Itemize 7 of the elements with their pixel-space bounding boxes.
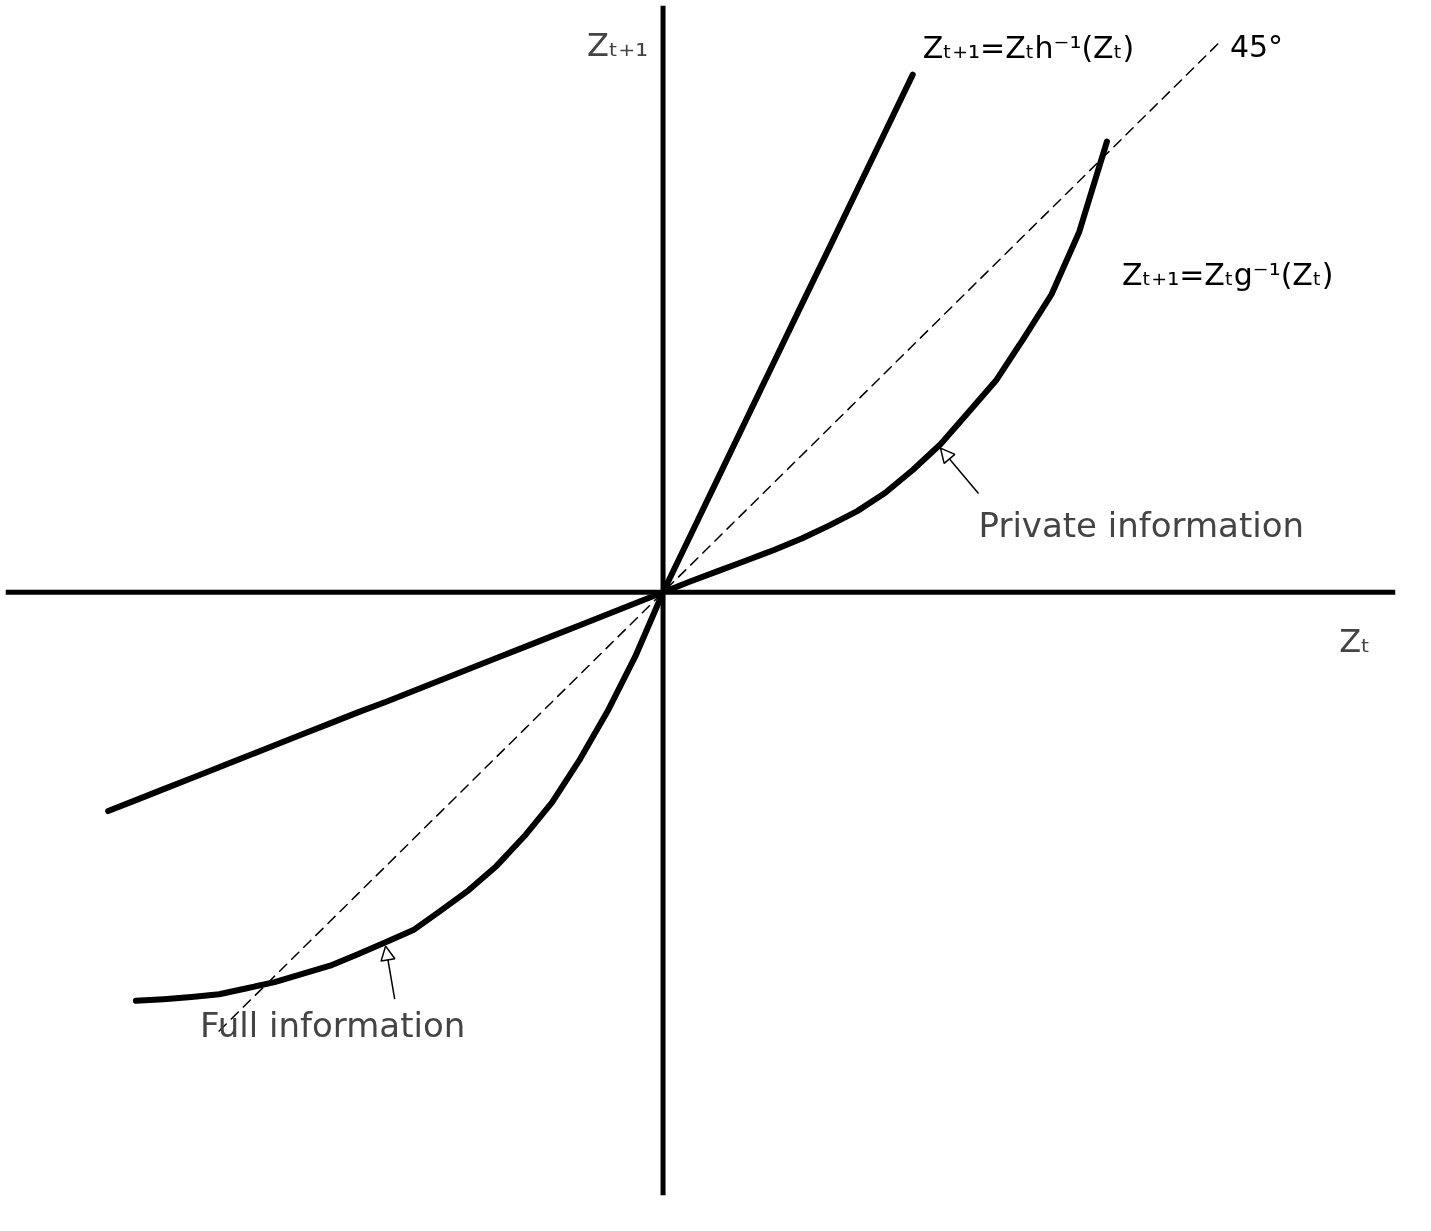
annotation: Private information — [978, 505, 1305, 546]
series-label: Zₜ₊₁=Zₜh⁻¹(Zₜ) — [922, 29, 1135, 65]
y-axis-title: Zₜ₊₁ — [586, 25, 649, 64]
series-label: 45° — [1229, 28, 1284, 64]
series-label: Zₜ₊₁=Zₜg⁻¹(Zₜ) — [1121, 256, 1334, 292]
x-axis-title: Zₜ — [1339, 622, 1371, 661]
annotation: Full information — [200, 1005, 466, 1046]
